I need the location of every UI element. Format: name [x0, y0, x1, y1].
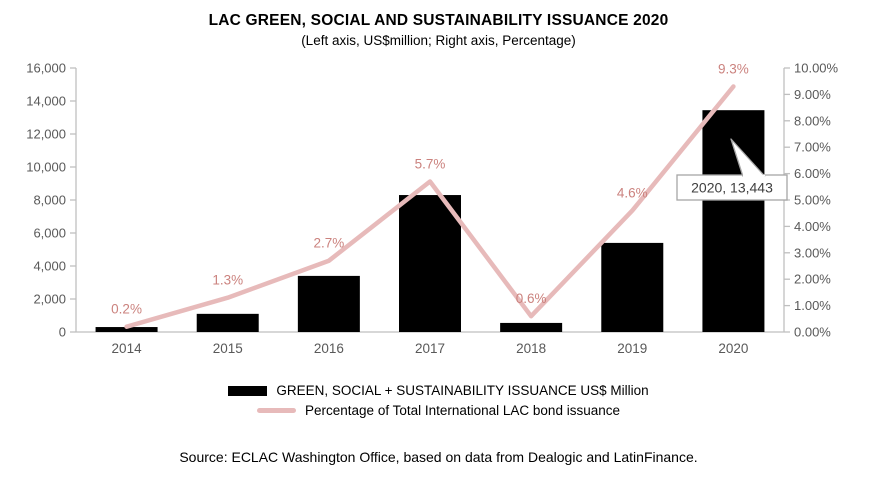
left-axis-tick-label: 16,000: [26, 61, 66, 76]
line-point-label-2014: 0.2%: [111, 302, 142, 317]
right-axis-tick-label: 3.00%: [794, 245, 831, 260]
x-axis-category-label: 2020: [718, 341, 748, 356]
x-axis-category-label: 2017: [415, 341, 445, 356]
bar-series-legend-label: GREEN, SOCIAL + SUSTAINABILITY ISSUANCE …: [276, 383, 649, 398]
left-axis-tick-label: 8,000: [33, 193, 66, 208]
x-axis-category-label: 2015: [213, 341, 243, 356]
right-axis-tick-label: 7.00%: [794, 140, 831, 155]
line-point-label-2020: 9.3%: [718, 61, 749, 76]
x-axis-category-label: 2018: [516, 341, 546, 356]
left-axis-tick-label: 0: [59, 325, 66, 340]
line-series-swatch-icon: [257, 408, 297, 413]
line-point-label-2019: 4.6%: [617, 186, 648, 201]
line-point-label-2015: 1.3%: [212, 273, 243, 288]
left-axis-tick-label: 6,000: [33, 226, 66, 241]
chart-legend: GREEN, SOCIAL + SUSTAINABILITY ISSUANCE …: [0, 383, 877, 418]
x-axis-category-label: 2014: [112, 341, 143, 356]
bar-2018: [500, 322, 563, 332]
right-axis-tick-label: 1.00%: [794, 298, 831, 313]
line-point-label-2016: 2.7%: [313, 236, 344, 251]
callout-label: 2020, 13,443: [691, 180, 773, 196]
bar-2019: [601, 242, 664, 332]
percentage-line: [124, 84, 736, 329]
right-axis-tick-label: 0.00%: [794, 325, 831, 340]
right-axis-tick-label: 10.00%: [794, 61, 839, 76]
x-axis-category-label: 2016: [314, 341, 344, 356]
bar-2015: [196, 313, 259, 332]
bar-2014: [95, 327, 158, 332]
line-point-label-2017: 5.7%: [415, 157, 446, 172]
right-axis-tick-label: 5.00%: [794, 193, 831, 208]
legend-row-bars: GREEN, SOCIAL + SUSTAINABILITY ISSUANCE …: [228, 383, 649, 398]
left-axis-tick-label: 10,000: [26, 160, 66, 175]
right-axis-tick-label: 8.00%: [794, 113, 831, 128]
right-axis-tick-label: 9.00%: [794, 87, 831, 102]
bar-2017: [399, 195, 461, 332]
left-axis-tick-label: 12,000: [26, 127, 66, 142]
source-note: Source: ECLAC Washington Office, based o…: [179, 449, 698, 465]
left-axis-tick-label: 2,000: [33, 292, 66, 307]
right-axis-tick-label: 2.00%: [794, 272, 831, 287]
left-axis-tick-label: 14,000: [26, 94, 66, 109]
bar-2016: [297, 275, 360, 332]
right-axis-tick-label: 4.00%: [794, 219, 831, 234]
callout-box: [676, 174, 788, 201]
chart-subtitle: (Left axis, US$million; Right axis, Perc…: [301, 33, 576, 48]
left-axis-tick-label: 4,000: [33, 259, 66, 274]
right-axis-tick-label: 6.00%: [794, 166, 831, 181]
legend-row-line: Percentage of Total International LAC bo…: [257, 403, 620, 418]
callout-pointer: [730, 138, 766, 177]
line-series-legend-label: Percentage of Total International LAC bo…: [305, 403, 620, 418]
bar-series-swatch-icon: [228, 385, 268, 396]
x-axis-category-label: 2019: [617, 341, 647, 356]
line-point-label-2018: 0.6%: [516, 291, 547, 306]
chart-title: LAC GREEN, SOCIAL AND SUSTAINABILITY ISS…: [208, 12, 669, 29]
